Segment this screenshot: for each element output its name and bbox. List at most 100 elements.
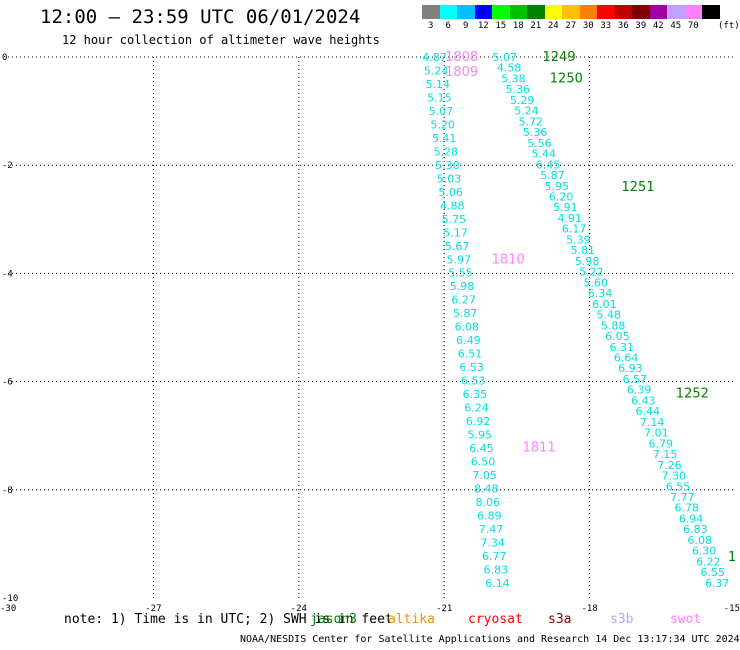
wave-height-label: 5.56 xyxy=(527,137,552,150)
wave-height-label: 6.92 xyxy=(466,415,491,428)
chart-title: 12:00 – 23:59 UTC 06/01/2024 xyxy=(40,6,361,28)
wave-height-label: 5.24 xyxy=(514,105,539,118)
data-marks: 4.875.245.145.155.075.205.415.285.305.03… xyxy=(422,50,736,590)
color-swatch xyxy=(597,5,615,19)
wave-height-label: 7.01 xyxy=(644,427,669,440)
satellite-legend-item: altika xyxy=(388,612,435,627)
color-swatch xyxy=(457,5,475,19)
wave-height-label: 6.78 xyxy=(674,502,699,515)
wave-height-label: 6.83 xyxy=(484,563,509,576)
wave-height-label: 4.58 xyxy=(497,62,522,75)
wave-height-label: 6.53 xyxy=(461,375,486,388)
color-swatch xyxy=(579,5,597,19)
color-swatch xyxy=(614,5,632,19)
grid-lines xyxy=(8,56,735,598)
satellite-legend-item: s3a xyxy=(548,612,572,627)
color-legend-labels: 3 6 9 12 15 18 21 24 27 30 33 36 39 42 45 70 xyxy=(422,21,720,31)
wave-height-label: 6.45 xyxy=(469,442,494,455)
wave-height-label: 6.77 xyxy=(482,550,507,563)
y-tick-label: 0 xyxy=(2,53,7,63)
color-swatch xyxy=(509,5,527,19)
wave-height-label: 5.30 xyxy=(435,159,460,172)
wave-height-label: 5.87 xyxy=(540,169,565,182)
color-swatch xyxy=(474,5,492,19)
color-swatch-label: 3 xyxy=(428,21,434,31)
x-tick-label: -27 xyxy=(145,604,161,614)
wave-height-label: 5.07 xyxy=(429,105,454,118)
color-swatch-label: 30 xyxy=(582,21,594,31)
wave-height-label: 5.15 xyxy=(427,91,452,104)
wave-height-label: 6.64 xyxy=(614,351,639,364)
time-label: 1252 xyxy=(676,386,709,401)
wave-height-label: 6.49 xyxy=(456,334,481,347)
chart-subtitle: 12 hour collection of altimeter wave hei… xyxy=(62,33,380,47)
color-swatch xyxy=(649,5,667,19)
wave-height-label: 5.07 xyxy=(493,51,518,64)
wave-height-label: 6.93 xyxy=(618,362,643,375)
color-swatch-label: 42 xyxy=(652,21,664,31)
wave-height-label: 6.55 xyxy=(700,566,725,579)
wave-height-label: 6.05 xyxy=(605,330,630,343)
color-swatch xyxy=(667,5,685,19)
wave-height-label: 6.08 xyxy=(455,321,480,334)
satellite-legend-item: swot xyxy=(670,612,702,627)
color-swatch xyxy=(544,5,562,19)
color-swatch xyxy=(684,5,702,19)
wave-height-label: 5.75 xyxy=(442,213,467,226)
wave-height-label: 6.89 xyxy=(477,509,502,522)
wave-height-label: 6.57 xyxy=(623,373,648,386)
color-swatch-label: 36 xyxy=(617,21,629,31)
wave-height-label: 5.97 xyxy=(446,253,471,266)
wave-height-label: 6.43 xyxy=(631,394,656,407)
wave-height-label: 6.53 xyxy=(459,361,484,374)
time-label: 1811 xyxy=(523,441,556,456)
wave-height-label: 5.20 xyxy=(430,118,455,131)
time-label: 1250 xyxy=(550,72,583,87)
y-tick-label: -6 xyxy=(2,378,13,388)
wave-height-label: 6.01 xyxy=(592,298,617,311)
y-tick-label: -8 xyxy=(2,486,13,496)
color-swatch xyxy=(492,5,510,19)
wave-height-label: 5.60 xyxy=(584,276,609,289)
color-legend-unit: (ft) xyxy=(718,21,740,31)
wave-height-label: 5.36 xyxy=(506,83,531,96)
wave-height-label: 7.14 xyxy=(640,416,665,429)
wave-height-label: 6.83 xyxy=(683,523,708,536)
satellite-legend-item: s3b xyxy=(610,612,634,627)
axis-ticks: -30 -27 -24 -21 -18 -15 0 -2 -4 -6 -8 -10 xyxy=(0,53,740,614)
wave-height-label: 4.87 xyxy=(422,51,447,64)
wave-height-label: 8.48 xyxy=(474,482,499,495)
time-label: 1249 xyxy=(543,50,576,65)
wave-height-label: 8.06 xyxy=(476,496,501,509)
wave-height-label: 5.06 xyxy=(438,186,463,199)
wave-height-label: 5.38 xyxy=(501,72,526,85)
color-swatch xyxy=(422,5,440,19)
time-label: 1809 xyxy=(445,65,478,80)
wave-height-label: 5.44 xyxy=(532,148,557,161)
x-tick-label: -15 xyxy=(724,604,740,614)
color-swatch-label: 12 xyxy=(477,21,489,31)
wave-height-label: 5.95 xyxy=(545,180,570,193)
wave-height-label: 6.37 xyxy=(705,577,730,590)
wave-height-label: 6.34 xyxy=(588,287,613,300)
wave-height-label: 6.08 xyxy=(687,534,712,547)
wave-height-label: 7.30 xyxy=(661,470,686,483)
wave-height-label: 6.94 xyxy=(679,512,704,525)
wave-height-label: 6.22 xyxy=(696,555,721,568)
wave-height-label: 7.77 xyxy=(670,491,695,504)
color-swatch-label: 6 xyxy=(445,21,451,31)
note-text: note: 1) Time is in UTC; 2) SWH is in fe… xyxy=(64,612,393,627)
color-swatch xyxy=(439,5,457,19)
color-legend xyxy=(422,5,720,19)
time-label: 1251 xyxy=(622,180,655,195)
wave-height-label: 6.45 xyxy=(536,158,561,171)
wave-height-label: 5.88 xyxy=(601,319,626,332)
color-swatch-label xyxy=(702,21,720,31)
wave-height-label: 5.91 xyxy=(553,201,578,214)
time-label: 1 xyxy=(728,550,736,565)
color-swatch-label: 15 xyxy=(495,21,507,31)
y-tick-label: -2 xyxy=(2,161,13,171)
wave-height-label: 7.15 xyxy=(653,448,678,461)
wave-height-label: 5.98 xyxy=(450,280,475,293)
